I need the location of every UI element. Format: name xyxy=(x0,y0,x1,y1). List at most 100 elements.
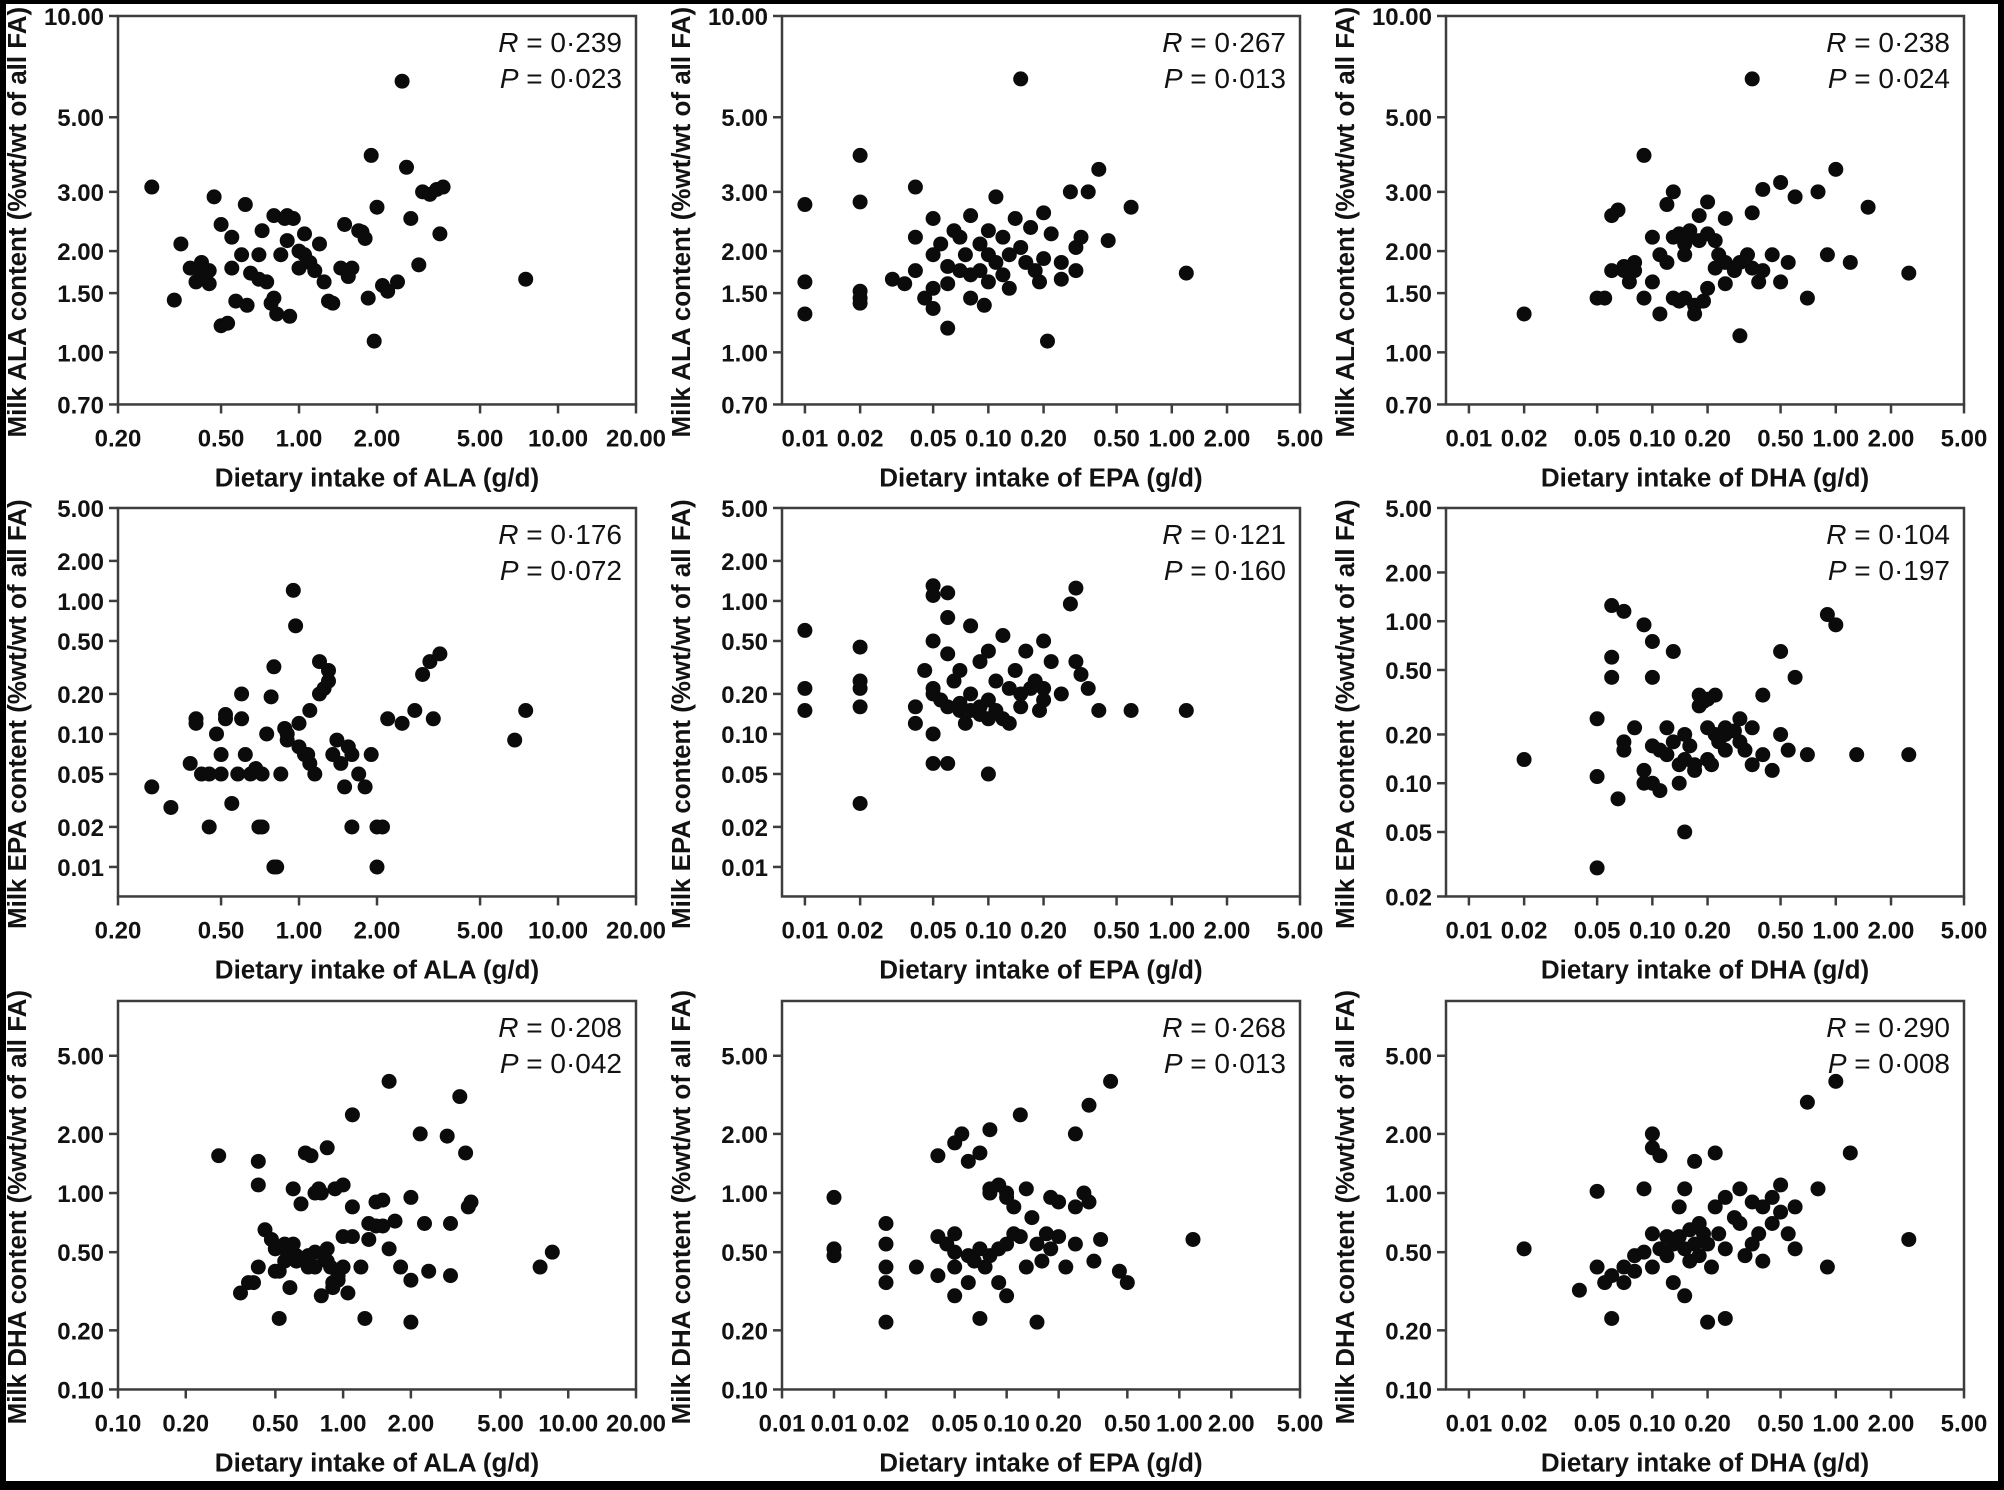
data-point xyxy=(439,1128,455,1144)
data-point xyxy=(357,1310,373,1326)
data-point xyxy=(375,819,390,835)
plot-frame xyxy=(780,14,1302,406)
data-point xyxy=(878,1236,894,1252)
data-point xyxy=(532,1259,548,1275)
data-point xyxy=(1178,265,1194,281)
data-point xyxy=(999,1287,1015,1303)
data-point xyxy=(1707,1199,1723,1215)
data-point xyxy=(947,1244,963,1260)
x-axis: 0.20 0.50 1.00 2.00 5.00 10.00 20.00 xyxy=(95,404,666,452)
data-point xyxy=(1051,1194,1067,1210)
x-tick-label: 0.01 xyxy=(782,918,829,945)
data-point xyxy=(271,1310,287,1326)
x-tick-label: 5.00 xyxy=(477,1410,524,1437)
data-point xyxy=(925,726,941,742)
data-point xyxy=(313,1287,329,1303)
data-point xyxy=(279,233,295,249)
data-point xyxy=(797,274,813,290)
data-point xyxy=(333,756,349,772)
data-point xyxy=(963,618,979,634)
data-point xyxy=(425,711,441,727)
data-point xyxy=(213,747,229,763)
x-axis-title: Dietary intake of DHA (g/d) xyxy=(1541,462,1869,492)
data-point xyxy=(1787,1199,1803,1215)
data-point xyxy=(1819,247,1835,263)
data-point xyxy=(930,1147,946,1163)
data-point xyxy=(1751,274,1767,290)
x-tick-label: 2.00 xyxy=(1204,425,1251,452)
data-point xyxy=(1029,1236,1045,1252)
data-point xyxy=(988,254,1004,270)
data-point xyxy=(852,295,868,311)
data-point xyxy=(940,699,956,715)
y-tick-label: 0.50 xyxy=(1385,1240,1432,1267)
x-axis-title: Dietary intake of DHA (g/d) xyxy=(1541,1447,1869,1477)
data-point xyxy=(826,1189,842,1205)
data-point xyxy=(1755,263,1771,279)
x-tick-label: 0.50 xyxy=(1757,1410,1804,1437)
data-point xyxy=(1773,174,1789,190)
y-tick-label: 2.00 xyxy=(57,239,104,266)
data-point xyxy=(907,229,923,245)
x-tick-label: 0.10 xyxy=(983,1410,1030,1437)
data-point xyxy=(940,646,956,662)
annotation-line: R = 0·239 xyxy=(498,27,622,58)
data-point xyxy=(852,796,868,812)
data-point xyxy=(980,643,996,659)
data-point xyxy=(1810,1180,1826,1196)
data-point xyxy=(960,1153,976,1169)
data-point xyxy=(878,1314,894,1330)
data-point xyxy=(980,223,996,239)
data-point xyxy=(1086,1253,1102,1269)
data-point xyxy=(1780,742,1796,758)
data-point xyxy=(1737,1247,1753,1263)
data-point xyxy=(366,333,382,349)
data-point xyxy=(188,716,204,732)
x-tick-label: 0.20 xyxy=(1684,1410,1731,1437)
correlation-annotation: R = 0·176 P = 0·072 xyxy=(498,519,622,586)
data-point xyxy=(1810,184,1826,200)
x-tick-label: 0.10 xyxy=(95,1410,142,1437)
x-tick-label: 0.01 xyxy=(1446,918,1493,945)
annotation-line: P = 0·008 xyxy=(1828,1048,1950,1079)
y-tick-label: 2.00 xyxy=(57,549,104,576)
y-tick-label: 5.00 xyxy=(1385,496,1432,523)
x-tick-label: 2.00 xyxy=(1208,1410,1255,1437)
y-axis: 0.02 0.05 0.10 0.20 0.50 1.00 2.00 5.00 xyxy=(1385,496,1446,912)
x-tick-label: 0.50 xyxy=(1093,918,1140,945)
y-tick-label: 1.00 xyxy=(1385,1181,1432,1208)
plot-canvas: 0.20 0.50 1.00 2.00 5.00 10.00 20.000.010.020.… xyxy=(6,496,666,984)
data-point xyxy=(1755,747,1771,763)
data-point xyxy=(1062,596,1078,612)
x-tick-label: 5.00 xyxy=(1277,425,1324,452)
annotation-line: P = 0·013 xyxy=(1164,63,1286,94)
data-point xyxy=(344,260,360,276)
data-point xyxy=(1091,703,1107,719)
x-axis-title: Dietary intake of ALA (g/d) xyxy=(215,462,539,492)
data-point xyxy=(1704,757,1719,773)
plot-frame xyxy=(1444,999,1966,1391)
correlation-annotation: R = 0·268 P = 0·013 xyxy=(1162,1012,1286,1079)
plot-frame xyxy=(116,999,638,1391)
x-tick-label: 1.00 xyxy=(1148,918,1195,945)
data-point xyxy=(302,703,318,719)
data-point xyxy=(980,274,996,290)
y-tick-label: 1.00 xyxy=(1385,340,1432,367)
data-point xyxy=(940,610,956,626)
data-point xyxy=(544,1244,560,1260)
data-point xyxy=(1001,247,1017,263)
data-point xyxy=(1901,1231,1917,1247)
data-point xyxy=(1799,290,1815,306)
y-tick-label: 2.00 xyxy=(1385,239,1432,266)
scatter-panel-1-3: 0.01 0.02 0.05 0.10 0.20 0.50 1.00 2.00 5.00 0.70… xyxy=(1334,4,1998,497)
data-point xyxy=(330,1272,346,1288)
x-tick-label: 0.02 xyxy=(863,1410,910,1437)
data-point xyxy=(1036,692,1052,708)
y-tick-label: 2.00 xyxy=(57,1122,104,1149)
x-tick-label: 1.00 xyxy=(320,1410,367,1437)
y-tick-label: 1.00 xyxy=(721,340,768,367)
x-tick-label: 0.05 xyxy=(910,425,957,452)
data-point xyxy=(390,274,405,290)
x-axis: 0.01 0.02 0.05 0.10 0.20 0.50 1.00 2.00 5.00 xyxy=(782,404,1324,452)
data-point xyxy=(1610,202,1626,218)
